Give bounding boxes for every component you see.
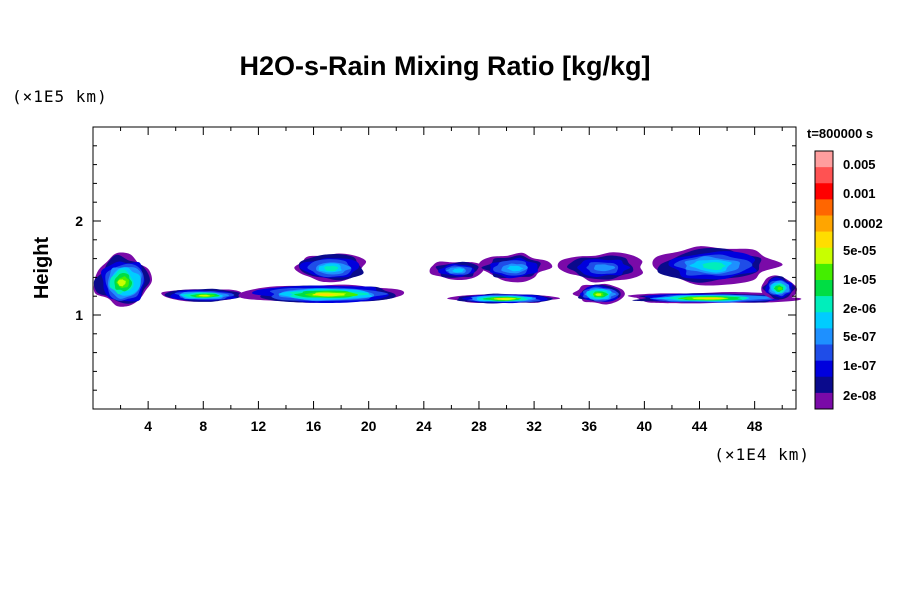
cloud-7 — [507, 265, 524, 272]
cloud-8 — [594, 264, 616, 272]
x-tick-label: 44 — [692, 418, 708, 434]
colorbar-label: 2e-06 — [843, 301, 876, 316]
colorbar-swatch — [815, 280, 833, 297]
colorbar-swatch — [815, 344, 833, 361]
colorbar-swatch — [815, 296, 833, 313]
colorbar — [814, 150, 834, 410]
colorbar-swatch — [815, 199, 833, 216]
colorbar-label: 5e-07 — [843, 329, 876, 344]
x-axis-tick-labels: 4 8 12 16 20 24 28 32 36 40 44 48 — [144, 418, 762, 434]
colorbar-swatch — [815, 263, 833, 281]
x-tick-label: 12 — [251, 418, 267, 434]
colorbar-label: 1e-07 — [843, 358, 876, 373]
x-tick-label: 48 — [747, 418, 763, 434]
x-tick-label: 40 — [637, 418, 653, 434]
x-tick-label: 28 — [471, 418, 487, 434]
colorbar-swatch — [815, 247, 833, 265]
colorbar-swatch — [815, 328, 833, 345]
y-unit-label: (×1E5 km) — [12, 87, 108, 106]
plot-area — [93, 246, 802, 307]
chart-title: H2O-s-Rain Mixing Ratio [kg/kg] — [239, 51, 650, 81]
cloud-1 — [117, 279, 126, 287]
axis-ticks — [93, 127, 796, 409]
colorbar-swatch — [815, 360, 833, 378]
colorbar-swatch — [815, 231, 833, 249]
cloud-12 — [777, 286, 783, 291]
colorbar-swatch — [815, 392, 833, 410]
colorbar-swatch — [815, 167, 833, 184]
colorbar-label: 5e-05 — [843, 243, 876, 258]
colorbar-swatch — [815, 376, 833, 394]
colorbar-label: 2e-08 — [843, 388, 876, 403]
plot-frame — [92, 126, 797, 410]
x-tick-label: 16 — [306, 418, 322, 434]
cloud-6 — [494, 298, 508, 300]
colorbar-swatch — [815, 183, 833, 200]
x-tick-label: 8 — [199, 418, 207, 434]
colorbar-swatch — [815, 215, 833, 232]
colorbar-label: 0.0002 — [843, 216, 883, 231]
y-tick-label: 1 — [75, 307, 83, 323]
time-label: t=800000 s — [807, 126, 873, 141]
cloud-9 — [595, 293, 602, 296]
y-axis-tick-labels: 12 — [75, 213, 83, 323]
cloud-5 — [452, 268, 465, 273]
x-tick-label: 4 — [144, 418, 152, 434]
colorbar-label: 1e-05 — [843, 272, 876, 287]
x-tick-label: 20 — [361, 418, 377, 434]
cloud-10 — [700, 297, 722, 300]
x-tick-label: 24 — [416, 418, 432, 434]
y-tick-label: 2 — [75, 213, 83, 229]
y-axis-label: Height — [31, 237, 53, 300]
cloud-11 — [702, 262, 726, 270]
colorbar-labels: 0.005 0.001 0.0002 5e-05 1e-05 2e-06 5e-07 1e-0… — [843, 157, 883, 403]
colorbar-swatch — [815, 312, 833, 329]
cloud-3 — [313, 293, 335, 296]
cloud-4 — [324, 265, 339, 272]
x-tick-label: 36 — [581, 418, 597, 434]
colorbar-label: 0.005 — [843, 157, 876, 172]
colorbar-label: 0.001 — [843, 186, 876, 201]
colorbar-swatch — [815, 151, 833, 168]
cloud-2 — [198, 294, 211, 297]
x-tick-label: 32 — [526, 418, 542, 434]
x-unit-label: (×1E4 km) — [714, 445, 810, 464]
colorbar-frame — [814, 150, 834, 410]
